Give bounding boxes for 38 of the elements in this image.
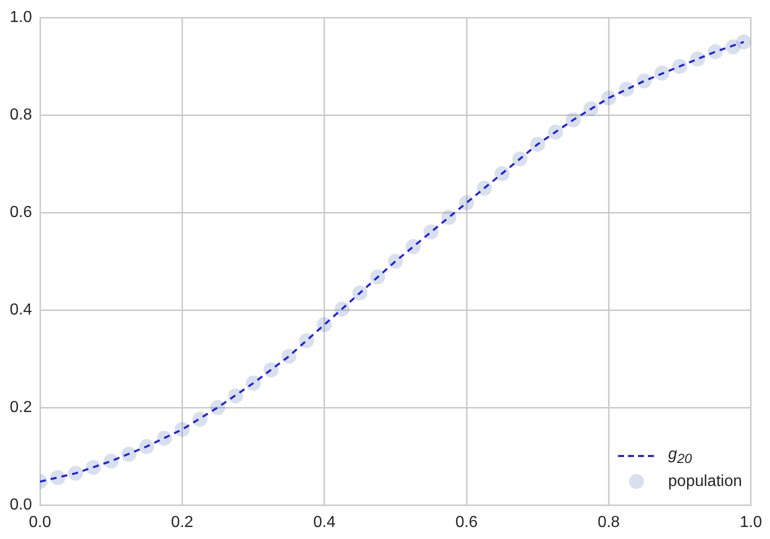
x-tick-label: 0.4 — [313, 514, 336, 532]
point — [86, 460, 101, 475]
point — [566, 112, 581, 128]
point — [512, 151, 528, 166]
y-tick-label: 1.0 — [10, 9, 32, 26]
point — [228, 388, 243, 404]
point — [601, 90, 616, 106]
point — [654, 66, 670, 81]
legend-label: g$_{20}$ — [668, 446, 692, 466]
point — [281, 348, 296, 364]
y-tick-label: 0.2 — [10, 398, 32, 416]
point — [548, 124, 563, 140]
y-tick-label: 0.4 — [10, 301, 32, 318]
point — [334, 302, 350, 317]
point — [672, 58, 688, 74]
point — [352, 285, 368, 300]
x-tick-label: 1.0 — [740, 514, 762, 532]
y-tick-label: 0.0 — [10, 496, 32, 514]
point — [370, 269, 386, 284]
point — [121, 446, 136, 462]
y-tick-label: 0.8 — [10, 106, 32, 124]
x-tick-label: 0.6 — [455, 514, 478, 532]
point — [530, 136, 546, 152]
x-tick-label: 0.2 — [171, 514, 194, 532]
y-tick-label: 0.6 — [10, 204, 32, 221]
point — [388, 254, 403, 269]
point — [139, 439, 154, 454]
point — [494, 166, 510, 182]
point — [583, 101, 598, 116]
point — [156, 430, 172, 446]
point — [476, 180, 492, 196]
point — [736, 34, 751, 50]
point — [246, 376, 261, 391]
x-tick-label: 0.0 — [28, 514, 52, 532]
point — [68, 466, 84, 481]
point — [264, 362, 279, 378]
x-tick-label: 0.8 — [598, 514, 620, 532]
legend-label: population — [668, 473, 742, 491]
